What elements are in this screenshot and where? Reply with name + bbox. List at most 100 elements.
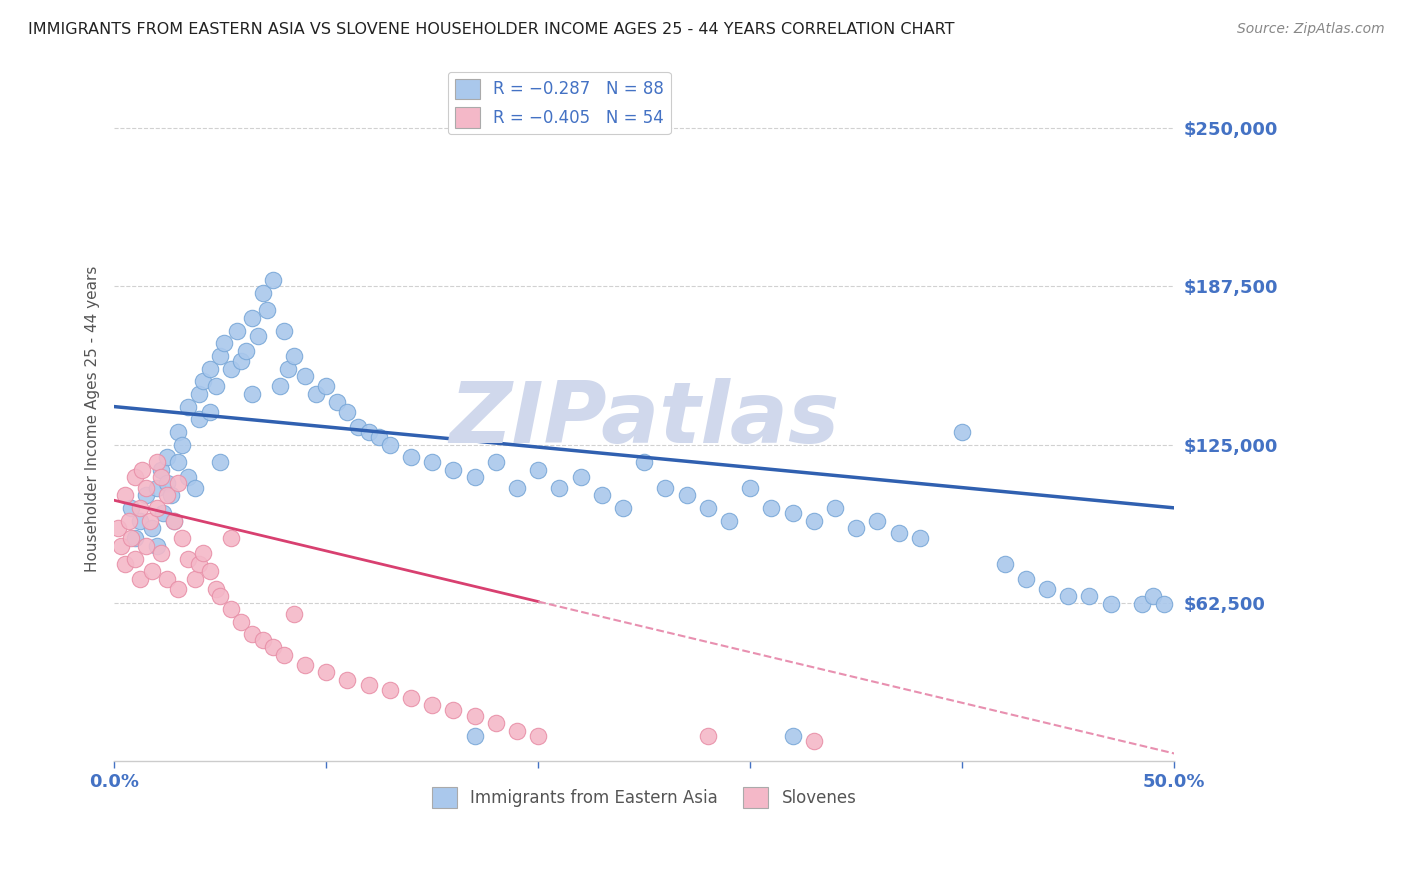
- Point: [718, 514, 741, 528]
- Point: [170, 531, 193, 545]
- Point: [696, 500, 718, 515]
- Point: [399, 690, 422, 705]
- Point: [156, 450, 179, 465]
- Point: [1153, 597, 1175, 611]
- Point: [209, 455, 232, 469]
- Point: [198, 405, 221, 419]
- Point: [214, 336, 236, 351]
- Point: [219, 361, 242, 376]
- Point: [803, 514, 825, 528]
- Point: [149, 470, 172, 484]
- Point: [326, 394, 349, 409]
- Point: [283, 349, 305, 363]
- Point: [378, 437, 401, 451]
- Point: [347, 420, 370, 434]
- Point: [145, 481, 167, 495]
- Point: [1057, 590, 1080, 604]
- Point: [262, 273, 284, 287]
- Point: [527, 463, 550, 477]
- Point: [277, 361, 299, 376]
- Point: [145, 539, 167, 553]
- Point: [866, 514, 889, 528]
- Point: [336, 673, 359, 687]
- Point: [170, 437, 193, 451]
- Point: [591, 488, 613, 502]
- Legend: Immigrants from Eastern Asia, Slovenes: Immigrants from Eastern Asia, Slovenes: [426, 780, 863, 814]
- Point: [193, 374, 215, 388]
- Point: [235, 343, 257, 358]
- Point: [824, 500, 846, 515]
- Point: [761, 500, 783, 515]
- Point: [114, 557, 136, 571]
- Point: [156, 488, 179, 502]
- Point: [152, 506, 174, 520]
- Point: [782, 729, 804, 743]
- Point: [654, 481, 676, 495]
- Point: [294, 657, 316, 672]
- Point: [135, 488, 157, 502]
- Point: [145, 500, 167, 515]
- Point: [506, 723, 529, 738]
- Point: [193, 546, 215, 560]
- Point: [304, 387, 326, 401]
- Text: IMMIGRANTS FROM EASTERN ASIA VS SLOVENE HOUSEHOLDER INCOME AGES 25 - 44 YEARS CO: IMMIGRANTS FROM EASTERN ASIA VS SLOVENE …: [28, 22, 955, 37]
- Point: [845, 521, 868, 535]
- Point: [252, 285, 274, 300]
- Point: [145, 455, 167, 469]
- Point: [378, 683, 401, 698]
- Point: [247, 328, 270, 343]
- Point: [294, 369, 316, 384]
- Point: [162, 514, 184, 528]
- Point: [441, 463, 464, 477]
- Point: [124, 551, 146, 566]
- Point: [527, 729, 550, 743]
- Point: [209, 590, 232, 604]
- Point: [120, 500, 142, 515]
- Point: [128, 500, 150, 515]
- Point: [166, 475, 188, 490]
- Point: [548, 481, 571, 495]
- Point: [149, 463, 172, 477]
- Point: [226, 324, 249, 338]
- Point: [240, 387, 263, 401]
- Point: [177, 470, 200, 484]
- Point: [368, 430, 391, 444]
- Point: [177, 551, 200, 566]
- Point: [139, 514, 162, 528]
- Point: [205, 379, 228, 393]
- Point: [357, 425, 380, 439]
- Point: [135, 539, 157, 553]
- Point: [205, 582, 228, 596]
- Point: [131, 463, 153, 477]
- Point: [107, 521, 129, 535]
- Text: Source: ZipAtlas.com: Source: ZipAtlas.com: [1237, 22, 1385, 37]
- Point: [166, 425, 188, 439]
- Point: [420, 455, 443, 469]
- Point: [231, 354, 253, 368]
- Point: [1099, 597, 1122, 611]
- Point: [675, 488, 697, 502]
- Point: [1142, 590, 1164, 604]
- Point: [782, 506, 804, 520]
- Point: [1132, 597, 1154, 611]
- Point: [219, 531, 242, 545]
- Point: [1078, 590, 1101, 604]
- Point: [262, 640, 284, 654]
- Point: [160, 488, 183, 502]
- Point: [231, 615, 253, 629]
- Point: [273, 648, 295, 662]
- Point: [464, 470, 486, 484]
- Point: [315, 379, 337, 393]
- Point: [506, 481, 529, 495]
- Point: [149, 546, 172, 560]
- Point: [166, 455, 188, 469]
- Point: [485, 716, 508, 731]
- Point: [612, 500, 634, 515]
- Point: [209, 349, 232, 363]
- Point: [696, 729, 718, 743]
- Point: [994, 557, 1017, 571]
- Point: [128, 514, 150, 528]
- Point: [240, 310, 263, 325]
- Point: [269, 379, 291, 393]
- Point: [114, 488, 136, 502]
